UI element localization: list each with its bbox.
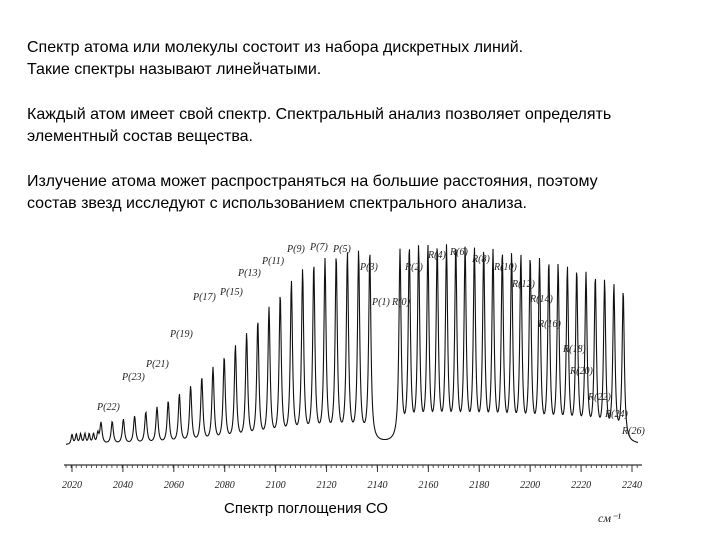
line-label: P(3): [359, 262, 378, 273]
tick-label: 2160: [418, 480, 438, 491]
tick-label: 2040: [113, 480, 133, 491]
tick-label: 2180: [469, 480, 489, 491]
line-label: P(13): [237, 268, 261, 279]
line: состав звезд исследуют с использованием …: [27, 195, 527, 212]
tick-label: 2100: [266, 480, 286, 491]
line-label: P(21): [145, 359, 169, 370]
line: Спектр атома или молекулы состоит из наб…: [27, 39, 524, 56]
tick-label: 2200: [520, 480, 540, 491]
line: элементный состав вещества.: [27, 128, 253, 145]
line-label: P(9): [286, 244, 305, 255]
line: Каждый атом имеет свой спектр. Спектраль…: [27, 106, 612, 123]
line-label: P(7): [309, 242, 328, 253]
line-label: R(2): [404, 262, 423, 273]
line-label: P(23): [121, 372, 145, 383]
tick-label: 2020: [62, 480, 82, 491]
line-label: P(19): [169, 329, 193, 340]
line-label: R(12): [511, 279, 535, 290]
line-label: R(22): [587, 392, 611, 403]
line-label: P(17): [192, 292, 216, 303]
line-label: P(15): [219, 287, 243, 298]
line-label: P(1): [371, 297, 390, 308]
line-label: R(4): [427, 250, 446, 261]
tick-label: 2240: [622, 480, 642, 491]
tick-label: 2060: [164, 480, 184, 491]
paragraph: Спектр атома или молекулы состоит из наб…: [27, 37, 523, 81]
line-label: R(24): [604, 409, 628, 420]
line-label: R(16): [537, 319, 561, 330]
paragraph: Излучение атома может распространяться н…: [27, 171, 598, 215]
spectrum-trace: [65, 244, 639, 445]
tick-label: 2140: [367, 480, 387, 491]
line-label: P(11): [261, 256, 285, 267]
line-label: R(18): [562, 344, 586, 355]
line-label: P(5): [332, 244, 351, 255]
line-label: R(8): [471, 254, 490, 265]
tick-label: 2080: [215, 480, 235, 491]
line-label: R(10): [493, 262, 517, 273]
line-label: P(22): [96, 402, 120, 413]
line-label: R(6): [449, 247, 468, 258]
unit: см⁻¹: [598, 511, 621, 525]
caption: Спектр поглощения СО: [224, 500, 388, 517]
line-label: R(20): [569, 366, 593, 377]
paragraph: Каждый атом имеет свой спектр. Спектраль…: [27, 104, 611, 148]
tick-label: 2220: [571, 480, 591, 491]
line: Такие спектры называют линейчатыми.: [27, 61, 322, 78]
line: Излучение атома может распространяться н…: [27, 173, 598, 190]
line-label: R(14): [529, 294, 553, 305]
line-label: R(26): [621, 426, 645, 437]
tick-label: 2120: [317, 480, 337, 491]
line-label: R(0): [391, 297, 410, 308]
